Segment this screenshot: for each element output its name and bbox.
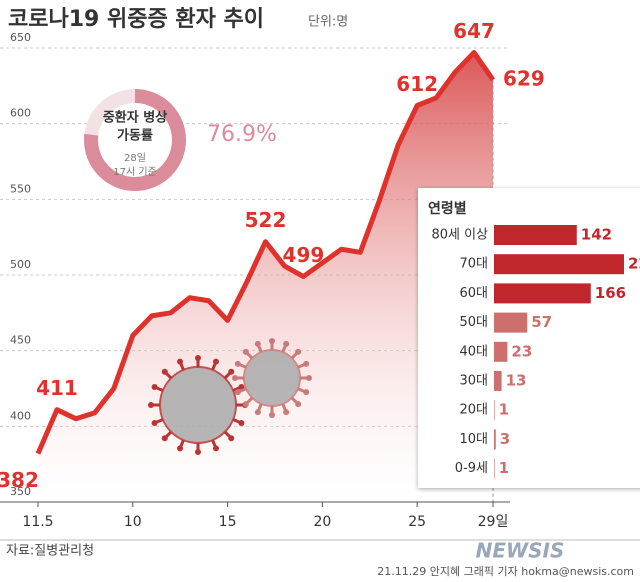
virus-spike-tip	[303, 360, 310, 367]
y-tick-label: 650	[10, 31, 31, 44]
bar	[494, 371, 502, 391]
virus-illustration	[148, 338, 312, 455]
y-tick-label: 400	[10, 409, 31, 422]
value-label: 223	[628, 255, 640, 273]
virus-spike-tip	[212, 358, 219, 365]
virus-spike-tip	[254, 340, 261, 347]
value-label: 647	[453, 19, 495, 43]
virus-spike-tip	[234, 360, 241, 367]
virus-spike-tip	[295, 348, 302, 355]
panel-title: 연령별	[428, 200, 467, 217]
category-label: 60대	[459, 286, 488, 301]
value-label: 382	[0, 468, 39, 492]
value-label: 23	[511, 342, 532, 360]
category-label: 70대	[459, 257, 488, 272]
virus-spike-tip	[242, 401, 249, 408]
virus-spike-tip	[212, 445, 219, 452]
bar	[494, 254, 624, 275]
virus-spike-tip	[228, 435, 235, 442]
y-tick-label: 550	[10, 182, 31, 195]
value-label: 1	[499, 459, 509, 477]
donut-note: 28일	[124, 152, 146, 164]
virus-spike-tip	[269, 412, 275, 418]
logo: NEWSIS	[476, 539, 565, 563]
virus-spike-tip	[283, 340, 290, 347]
x-tick-label: 25	[408, 514, 426, 530]
bar	[494, 283, 591, 304]
virus-spike-tip	[228, 368, 235, 375]
virus-spike-tip	[195, 355, 201, 361]
donut-title: 중환자 병상	[103, 110, 167, 126]
virus-body	[243, 349, 301, 407]
virus-spike-tip	[148, 402, 154, 408]
donut-arc	[84, 89, 186, 191]
value-label: 166	[595, 284, 626, 302]
bar	[494, 458, 495, 479]
virus-spike-tip	[306, 375, 312, 381]
virus-spike-tip	[242, 348, 249, 355]
x-tick-label: 29일	[478, 514, 509, 530]
virus-spike-tip	[161, 368, 168, 375]
donut-title: 가동률	[117, 129, 153, 144]
y-tick-label: 350	[10, 485, 31, 498]
virus-spike-tip	[269, 338, 275, 344]
virus-spike-tip	[161, 435, 168, 442]
value-label: 13	[506, 372, 527, 390]
virus-spike-tip	[234, 389, 241, 396]
y-tick-label: 600	[10, 107, 31, 120]
virus-spike-tip	[238, 419, 245, 426]
x-tick-label: 10	[124, 514, 142, 530]
y-tick-label: 500	[10, 258, 31, 271]
y-tick-label: 450	[10, 334, 31, 347]
value-label: 411	[36, 376, 78, 400]
virus-spike-tip	[254, 409, 261, 416]
unit: 단위:명	[308, 15, 348, 30]
virus-spike-tip	[151, 384, 158, 391]
value-label: 499	[283, 243, 325, 267]
value-label: 522	[245, 208, 287, 232]
value-label: 3	[500, 430, 510, 448]
category-label: 0-9세	[455, 461, 488, 476]
donut-value: 76.9%	[207, 122, 277, 147]
area	[38, 52, 493, 502]
credit: 21.11.29 안지혜 그래픽 기자 hokma@newsis.com	[377, 565, 634, 578]
source: 자료:질병관리청	[6, 544, 94, 559]
category-label: 20대	[459, 403, 488, 418]
category-label: 10대	[459, 432, 488, 447]
value-label: 1	[499, 401, 509, 419]
bar	[494, 312, 528, 333]
category-label: 50대	[459, 315, 488, 330]
bar	[494, 400, 495, 421]
value-label: 142	[581, 226, 612, 244]
value-label: 612	[396, 72, 438, 96]
virus-spike-tip	[303, 389, 310, 396]
x-tick-label: 15	[219, 514, 237, 530]
virus-body	[159, 366, 237, 444]
virus-spike-tip	[177, 358, 184, 365]
category-label: 80세 이상	[431, 228, 488, 243]
virus-spike-tip	[177, 445, 184, 452]
x-tick-label: 20	[313, 514, 331, 530]
bar	[494, 225, 577, 245]
value-label: 57	[531, 313, 552, 331]
bar	[494, 429, 496, 450]
donut-note: 17시 기준	[113, 166, 157, 178]
title: 코로나19 위중증 환자 추이	[8, 7, 264, 32]
bar	[494, 341, 508, 362]
category-label: 30대	[459, 374, 488, 389]
virus-spike-tip	[283, 409, 290, 416]
virus-spike-tip	[195, 449, 201, 455]
line	[35, 50, 496, 455]
virus-spike-tip	[232, 375, 238, 381]
category-label: 40대	[459, 344, 488, 359]
virus-spike-tip	[295, 401, 302, 408]
value-label: 629	[503, 66, 545, 90]
virus-spike-tip	[151, 419, 158, 426]
x-tick-label: 11.5	[22, 514, 53, 530]
